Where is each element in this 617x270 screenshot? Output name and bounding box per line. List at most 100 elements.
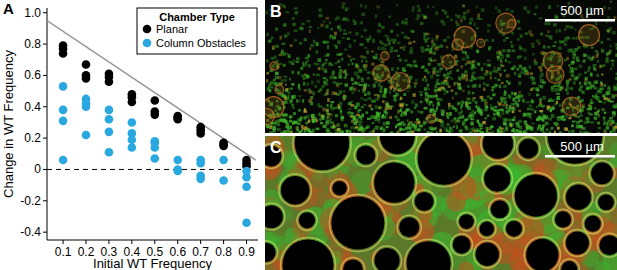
- texture: [453, 126, 455, 128]
- texture: [530, 34, 533, 37]
- texture: [350, 115, 354, 117]
- texture: [572, 51, 576, 55]
- texture: [329, 113, 332, 116]
- texture: [510, 107, 514, 110]
- texture: [597, 114, 600, 118]
- texture: [285, 122, 288, 124]
- texture: [313, 73, 315, 75]
- texture: [339, 69, 342, 72]
- texture: [615, 87, 617, 90]
- texture: [531, 46, 534, 48]
- texture: [480, 112, 483, 116]
- texture: [429, 127, 433, 131]
- texture: [440, 109, 444, 113]
- x-tick: [131, 240, 132, 244]
- texture: [367, 71, 370, 73]
- texture: [508, 108, 510, 112]
- texture: [595, 80, 598, 82]
- texture: [309, 26, 312, 28]
- texture: [316, 63, 320, 65]
- texture: [520, 71, 523, 74]
- texture: [507, 49, 511, 52]
- texture: [422, 65, 425, 68]
- texture: [512, 111, 515, 114]
- texture: [301, 27, 304, 30]
- texture: [377, 94, 380, 97]
- texture: [512, 119, 515, 121]
- texture: [409, 50, 413, 54]
- texture: [381, 52, 389, 60]
- texture: [549, 98, 552, 102]
- texture: [356, 121, 358, 123]
- texture: [594, 112, 597, 116]
- texture: [476, 128, 479, 132]
- texture: [375, 15, 377, 18]
- texture: [536, 39, 539, 42]
- texture: [462, 4, 465, 7]
- texture: [352, 62, 354, 65]
- texture: [534, 13, 537, 15]
- texture: [568, 117, 571, 120]
- texture: [600, 65, 602, 67]
- texture: [399, 110, 401, 112]
- texture: [508, 20, 516, 28]
- texture: [511, 108, 514, 111]
- texture: [500, 61, 503, 63]
- texture: [413, 93, 416, 97]
- texture: [280, 132, 282, 133]
- texture: [616, 47, 617, 50]
- texture: [311, 117, 313, 121]
- texture: [412, 9, 414, 12]
- texture: [287, 91, 290, 94]
- texture: [540, 112, 543, 114]
- texture: [478, 63, 480, 66]
- texture: [459, 86, 462, 90]
- texture: [409, 130, 413, 132]
- texture: [492, 117, 496, 120]
- texture: [338, 72, 341, 76]
- texture: [272, 126, 276, 130]
- texture: [601, 73, 603, 75]
- texture: [612, 63, 614, 67]
- texture: [555, 16, 559, 19]
- texture: [531, 108, 534, 111]
- texture: [453, 107, 456, 109]
- texture: [457, 69, 459, 72]
- texture: [497, 79, 500, 81]
- texture: [477, 106, 479, 109]
- texture: [382, 94, 386, 98]
- texture: [306, 75, 308, 79]
- texture: [343, 33, 347, 35]
- texture: [508, 82, 511, 85]
- legend-label: Planar: [156, 23, 188, 35]
- texture: [343, 90, 346, 92]
- texture: [349, 132, 352, 133]
- texture: [418, 8, 421, 12]
- texture: [405, 132, 409, 133]
- texture: [487, 30, 489, 33]
- texture: [386, 101, 389, 104]
- texture: [350, 116, 353, 118]
- texture: [365, 38, 368, 41]
- y-tick-label: -0.4: [20, 225, 41, 239]
- texture: [469, 131, 472, 133]
- texture: [609, 50, 612, 54]
- texture: [479, 111, 483, 114]
- texture: [299, 95, 301, 97]
- texture: [471, 113, 474, 116]
- texture: [397, 42, 401, 45]
- texture: [439, 67, 442, 70]
- texture: [380, 40, 382, 43]
- texture: [517, 20, 520, 22]
- texture: [373, 133, 375, 134]
- texture: [320, 24, 323, 27]
- texture: [606, 126, 609, 129]
- texture: [508, 119, 512, 122]
- texture: [498, 109, 500, 112]
- texture: [540, 33, 543, 36]
- texture: [580, 114, 583, 116]
- texture: [429, 51, 432, 54]
- texture: [542, 96, 546, 100]
- texture: [423, 121, 427, 124]
- texture: [432, 6, 435, 8]
